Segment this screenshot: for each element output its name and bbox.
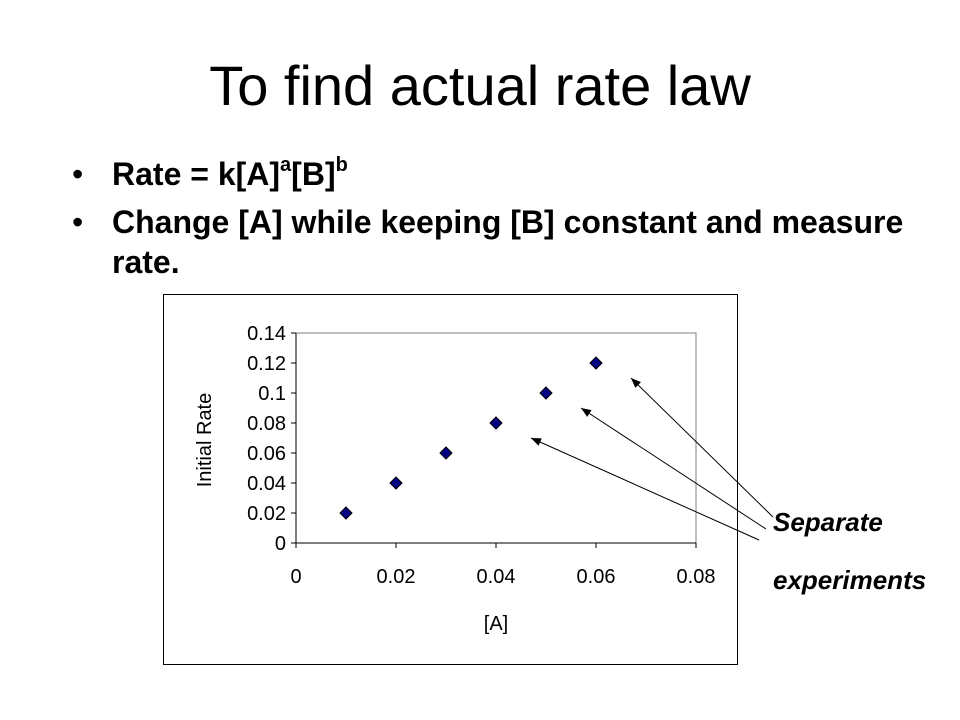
y-axis-label: Initial Rate <box>194 393 216 488</box>
exponent-a: a <box>280 154 292 177</box>
bullet-item-procedure: • Change [A] while keeping [B] constant … <box>72 202 932 282</box>
x-tick-label: 0.06 <box>577 566 616 588</box>
x-tick-label: 0.02 <box>377 566 416 588</box>
plot-area <box>295 332 697 544</box>
y-tick-label: 0.04 <box>247 473 286 495</box>
x-tick-label: 0 <box>290 566 301 588</box>
axes: 0 0.02 0.04 0.06 0.08 0.1 0.12 0.14 0 0.02 0.04 0.0… <box>247 323 715 588</box>
data-point-diamond <box>489 416 503 430</box>
y-tick-label: 0.12 <box>247 353 286 375</box>
y-tick-label: 0.1 <box>258 383 286 405</box>
annotation-arrow-line <box>630 377 774 518</box>
annotation-arrows <box>530 377 774 541</box>
annotation-arrow-line <box>580 407 767 530</box>
data-point-diamond <box>589 356 603 370</box>
chart-frame <box>163 294 738 665</box>
x-tick-label: 0.04 <box>477 566 516 588</box>
annotation-arrowhead <box>531 438 542 446</box>
y-tick-label: 0.02 <box>247 503 286 525</box>
data-point-diamond <box>339 506 353 520</box>
bullet-list: • Rate = k[A]a[B]b • Change [A] while ke… <box>72 154 932 290</box>
y-tick-label: 0 <box>275 533 286 555</box>
procedure-text: Change [A] while keeping [B] constant an… <box>112 204 904 280</box>
data-point-diamond <box>439 446 453 460</box>
y-tick-label: 0.08 <box>247 413 286 435</box>
data-point-diamond <box>539 386 553 400</box>
data-point-diamond <box>389 476 403 490</box>
annotation-arrow-line <box>530 437 760 541</box>
rate-law-b: [B] <box>291 156 336 192</box>
bullet-marker: • <box>72 204 84 240</box>
annotation-arrowhead <box>581 408 592 417</box>
annotation-line-1: Separate <box>773 507 883 537</box>
slide-title: To find actual rate law <box>209 54 751 117</box>
exponent-b: b <box>335 154 348 177</box>
annotation-arrowhead <box>631 378 641 388</box>
bullet-item-rate-law: • Rate = k[A]a[B]b <box>72 154 932 194</box>
bullet-marker: • <box>72 156 84 192</box>
x-axis-label: [A] <box>484 613 508 635</box>
data-points <box>339 356 603 520</box>
y-tick-label: 0.14 <box>247 323 286 345</box>
rate-law-text: Rate = k[A] <box>112 156 281 192</box>
x-tick-label: 0.08 <box>677 566 716 588</box>
y-tick-label: 0.06 <box>247 443 286 465</box>
annotation-line-2: experiments <box>773 565 927 595</box>
